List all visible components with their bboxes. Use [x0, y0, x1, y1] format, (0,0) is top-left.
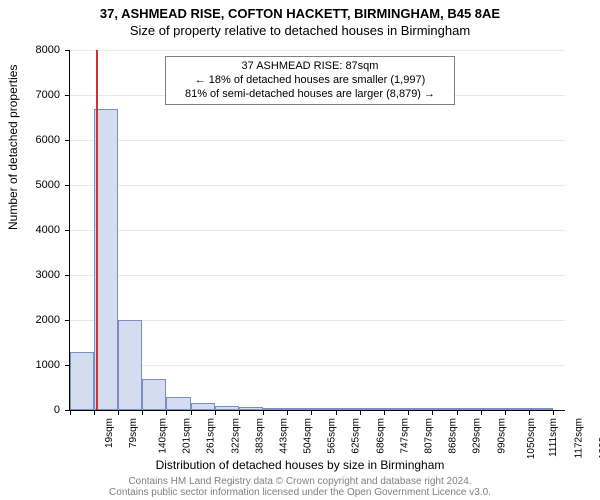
y-tick-mark	[65, 95, 70, 96]
x-tick-label: 19sqm	[104, 418, 115, 448]
y-tick-mark	[65, 185, 70, 186]
annotation-line-2: ← 18% of detached houses are smaller (1,…	[172, 74, 448, 88]
x-tick-mark	[94, 410, 95, 415]
footer-line-2: Contains public sector information licen…	[109, 487, 491, 498]
histogram-bar	[287, 408, 311, 410]
chart-subtitle: Size of property relative to detached ho…	[0, 23, 600, 40]
x-tick-label: 929sqm	[472, 418, 483, 454]
gridline	[70, 365, 565, 366]
x-tick-mark	[360, 410, 361, 415]
x-tick-mark	[553, 410, 554, 415]
x-tick-label: 443sqm	[278, 418, 289, 454]
y-tick-label: 4000	[10, 224, 60, 236]
gridline	[70, 50, 565, 51]
gridline	[70, 230, 565, 231]
property-marker-line	[96, 50, 98, 410]
x-tick-mark	[191, 410, 192, 415]
histogram-bar	[529, 408, 553, 410]
x-tick-mark	[384, 410, 385, 415]
x-axis-label: Distribution of detached houses by size …	[0, 458, 600, 472]
chart-title: 37, ASHMEAD RISE, COFTON HACKETT, BIRMIN…	[0, 6, 600, 23]
histogram-bar	[191, 403, 215, 410]
x-tick-label: 383sqm	[255, 418, 266, 454]
gridline	[70, 320, 565, 321]
histogram-bar	[481, 408, 505, 410]
x-tick-label: 261sqm	[206, 418, 217, 454]
x-tick-label: 807sqm	[423, 418, 434, 454]
x-tick-mark	[142, 410, 143, 415]
x-tick-mark	[311, 410, 312, 415]
gridline	[70, 185, 565, 186]
x-tick-mark	[215, 410, 216, 415]
x-tick-label: 868sqm	[448, 418, 459, 454]
y-tick-label: 2000	[10, 314, 60, 326]
x-tick-mark	[239, 410, 240, 415]
x-tick-label: 140sqm	[158, 418, 169, 454]
histogram-bar	[142, 379, 166, 411]
histogram-bar	[336, 408, 360, 410]
x-tick-mark	[408, 410, 409, 415]
x-tick-label: 322sqm	[230, 418, 241, 454]
x-axis-line	[70, 410, 565, 411]
histogram-bar	[166, 397, 190, 411]
x-tick-label: 201sqm	[182, 418, 193, 454]
y-tick-label: 6000	[10, 134, 60, 146]
x-tick-label: 990sqm	[496, 418, 507, 454]
annotation-line-3: 81% of semi-detached houses are larger (…	[172, 88, 448, 102]
y-tick-mark	[65, 140, 70, 141]
x-tick-label: 1111sqm	[548, 418, 559, 457]
gridline	[70, 275, 565, 276]
x-tick-mark	[505, 410, 506, 415]
x-tick-mark	[118, 410, 119, 415]
histogram-bar	[505, 408, 529, 410]
y-tick-label: 0	[10, 404, 60, 416]
histogram-bar	[263, 408, 287, 410]
x-tick-mark	[70, 410, 71, 415]
x-tick-mark	[287, 410, 288, 415]
plot-area: 37 ASHMEAD RISE: 87sqm ← 18% of detached…	[70, 50, 565, 410]
histogram-bar	[70, 352, 94, 411]
x-tick-mark	[166, 410, 167, 415]
x-tick-label: 747sqm	[399, 418, 410, 454]
y-tick-mark	[65, 275, 70, 276]
x-tick-mark	[529, 410, 530, 415]
y-tick-label: 7000	[10, 89, 60, 101]
histogram-bar	[360, 408, 384, 410]
histogram-bar	[215, 406, 239, 410]
x-tick-label: 625sqm	[351, 418, 362, 454]
x-tick-mark	[263, 410, 264, 415]
x-tick-mark	[457, 410, 458, 415]
footer-line-1: Contains HM Land Registry data © Crown c…	[128, 476, 471, 487]
footer-attribution: Contains HM Land Registry data © Crown c…	[0, 476, 600, 498]
x-tick-mark	[432, 410, 433, 415]
annotation-line-1: 37 ASHMEAD RISE: 87sqm	[172, 60, 448, 74]
histogram-bar	[118, 320, 142, 410]
x-tick-label: 686sqm	[375, 418, 386, 454]
gridline	[70, 140, 565, 141]
y-tick-mark	[65, 230, 70, 231]
x-tick-mark	[481, 410, 482, 415]
x-tick-label: 1050sqm	[526, 418, 537, 459]
y-tick-label: 8000	[10, 44, 60, 56]
y-tick-label: 3000	[10, 269, 60, 281]
histogram-bar	[432, 408, 456, 410]
x-tick-label: 565sqm	[327, 418, 338, 454]
annotation-box: 37 ASHMEAD RISE: 87sqm ← 18% of detached…	[165, 56, 455, 105]
x-tick-label: 504sqm	[303, 418, 314, 454]
y-tick-mark	[65, 50, 70, 51]
x-tick-mark	[336, 410, 337, 415]
histogram-bar	[408, 408, 432, 410]
histogram-bar	[457, 408, 481, 410]
title-block: 37, ASHMEAD RISE, COFTON HACKETT, BIRMIN…	[0, 0, 600, 40]
y-tick-mark	[65, 320, 70, 321]
y-tick-label: 5000	[10, 179, 60, 191]
x-tick-label: 1172sqm	[574, 418, 585, 458]
histogram-bar	[384, 408, 408, 410]
chart-container: 37, ASHMEAD RISE, COFTON HACKETT, BIRMIN…	[0, 0, 600, 500]
histogram-bar	[311, 408, 335, 410]
histogram-bar	[239, 407, 263, 410]
y-tick-label: 1000	[10, 359, 60, 371]
x-tick-label: 79sqm	[128, 418, 139, 448]
